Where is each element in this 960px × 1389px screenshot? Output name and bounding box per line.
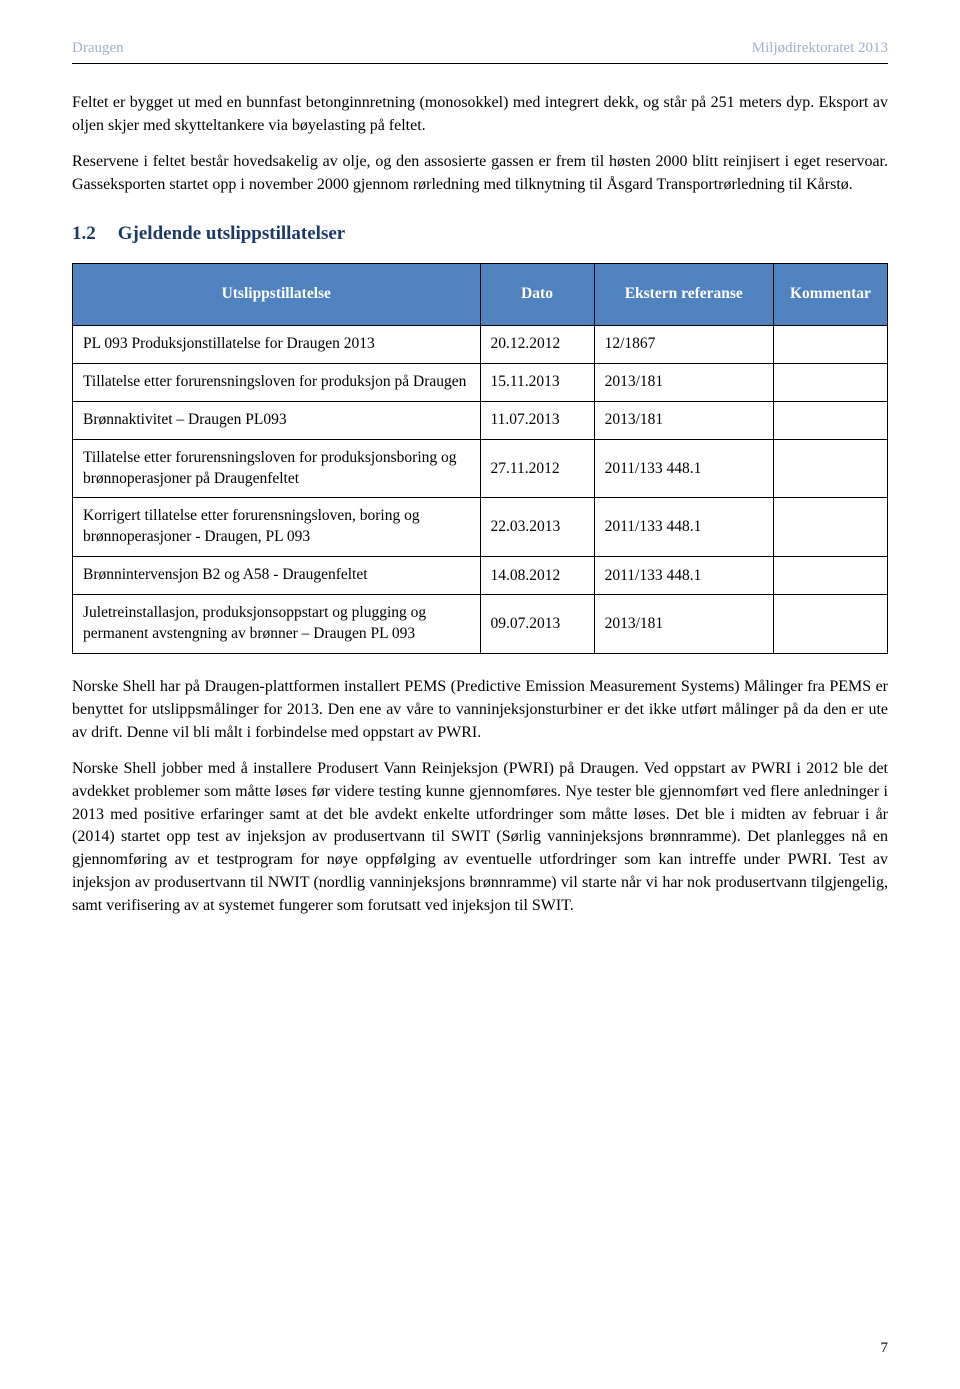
cell-desc: PL 093 Produksjonstillatelse for Draugen… bbox=[73, 325, 481, 363]
cell-desc: Tillatelse etter forurensningsloven for … bbox=[73, 363, 481, 401]
cell-desc: Brønnintervensjon B2 og A58 - Draugenfel… bbox=[73, 557, 481, 595]
cell-ref: 2013/181 bbox=[594, 363, 773, 401]
cell-comment bbox=[773, 401, 887, 439]
section-number: 1.2 bbox=[72, 223, 96, 245]
table-body: PL 093 Produksjonstillatelse for Draugen… bbox=[73, 325, 888, 653]
paragraph-1: Feltet er bygget ut med en bunnfast beto… bbox=[72, 92, 888, 137]
col-comment: Kommentar bbox=[773, 263, 887, 325]
cell-date: 11.07.2013 bbox=[480, 401, 594, 439]
table-row: Brønnaktivitet – Draugen PL093 11.07.201… bbox=[73, 401, 888, 439]
cell-comment bbox=[773, 325, 887, 363]
cell-ref: 12/1867 bbox=[594, 325, 773, 363]
cell-comment bbox=[773, 363, 887, 401]
page-number: 7 bbox=[881, 1340, 889, 1357]
paragraph-2: Reservene i feltet består hovedsakelig a… bbox=[72, 151, 888, 196]
table-row: Tillatelse etter forurensningsloven for … bbox=[73, 439, 888, 498]
paragraph-3: Norske Shell har på Draugen-plattformen … bbox=[72, 676, 888, 744]
cell-date: 14.08.2012 bbox=[480, 557, 594, 595]
col-ref: Ekstern referanse bbox=[594, 263, 773, 325]
cell-desc: Tillatelse etter forurensningsloven for … bbox=[73, 439, 481, 498]
table-row: PL 093 Produksjonstillatelse for Draugen… bbox=[73, 325, 888, 363]
cell-date: 22.03.2013 bbox=[480, 498, 594, 557]
cell-desc: Brønnaktivitet – Draugen PL093 bbox=[73, 401, 481, 439]
cell-desc: Korrigert tillatelse etter forurensnings… bbox=[73, 498, 481, 557]
header-rule bbox=[72, 63, 888, 64]
header-right: Miljødirektoratet 2013 bbox=[752, 40, 888, 57]
page-header: Draugen Miljødirektoratet 2013 bbox=[72, 40, 888, 57]
cell-comment bbox=[773, 439, 887, 498]
table-row: Tillatelse etter forurensningsloven for … bbox=[73, 363, 888, 401]
paragraph-4: Norske Shell jobber med å installere Pro… bbox=[72, 758, 888, 917]
table-row: Brønnintervensjon B2 og A58 - Draugenfel… bbox=[73, 557, 888, 595]
cell-comment bbox=[773, 498, 887, 557]
cell-ref: 2013/181 bbox=[594, 401, 773, 439]
cell-date: 27.11.2012 bbox=[480, 439, 594, 498]
permits-table: Utslippstillatelse Dato Ekstern referans… bbox=[72, 263, 888, 654]
cell-date: 09.07.2013 bbox=[480, 595, 594, 654]
table-row: Korrigert tillatelse etter forurensnings… bbox=[73, 498, 888, 557]
col-permit: Utslippstillatelse bbox=[73, 263, 481, 325]
cell-date: 20.12.2012 bbox=[480, 325, 594, 363]
table-header-row: Utslippstillatelse Dato Ekstern referans… bbox=[73, 263, 888, 325]
table-row: Juletreinstallasjon, produksjonsoppstart… bbox=[73, 595, 888, 654]
col-date: Dato bbox=[480, 263, 594, 325]
cell-comment bbox=[773, 595, 887, 654]
cell-ref: 2011/133 448.1 bbox=[594, 557, 773, 595]
header-left: Draugen bbox=[72, 40, 124, 57]
cell-ref: 2011/133 448.1 bbox=[594, 439, 773, 498]
section-title: Gjeldende utslippstillatelser bbox=[118, 223, 345, 245]
section-heading: 1.2 Gjeldende utslippstillatelser bbox=[72, 223, 888, 245]
cell-comment bbox=[773, 557, 887, 595]
cell-desc: Juletreinstallasjon, produksjonsoppstart… bbox=[73, 595, 481, 654]
cell-ref: 2011/133 448.1 bbox=[594, 498, 773, 557]
cell-ref: 2013/181 bbox=[594, 595, 773, 654]
cell-date: 15.11.2013 bbox=[480, 363, 594, 401]
